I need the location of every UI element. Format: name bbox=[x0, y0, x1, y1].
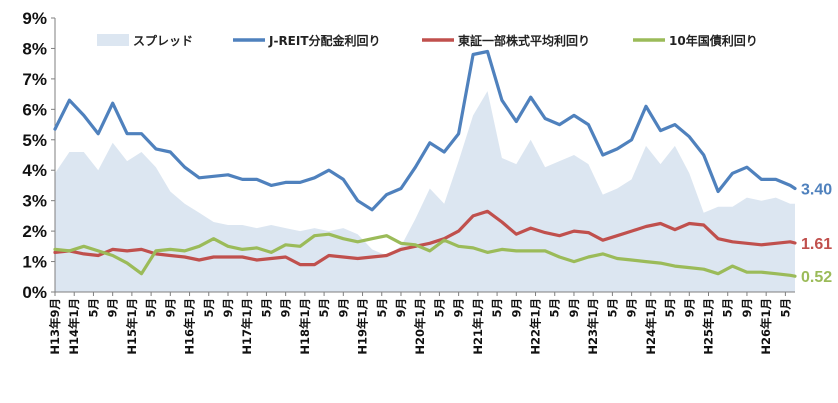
legend-swatch-spread bbox=[97, 34, 129, 46]
x-tick-label: 5月 bbox=[778, 298, 792, 318]
x-tick-label: H26年1月 bbox=[759, 298, 773, 355]
jreit-end-label: 3.40 bbox=[801, 181, 832, 198]
x-tick-label: 9月 bbox=[279, 298, 293, 318]
x-tick-label: 9月 bbox=[106, 298, 120, 318]
spread-area bbox=[55, 91, 795, 292]
end-value-labels: 3.40 1.61 0.52 bbox=[801, 181, 832, 286]
x-tick-label: 5月 bbox=[317, 298, 331, 318]
legend: スプレッド J-REIT分配金利回り 東証一部株式平均利回り 10年国債利回り bbox=[97, 33, 758, 48]
x-tick-label: H24年1月 bbox=[644, 298, 658, 355]
x-tick-labels: H13年9月 H14年1月 5月 9月 H15年1月 5月 9月 H16年1月 5月 9月 H17年… bbox=[48, 298, 792, 355]
y-tick-label: 6% bbox=[22, 100, 47, 119]
x-tick-label: 5月 bbox=[663, 298, 677, 318]
x-tick-label: 9月 bbox=[221, 298, 235, 318]
x-tick-label: H18年1月 bbox=[298, 298, 312, 355]
y-tick-label: 2% bbox=[22, 222, 47, 241]
y-tick-label: 1% bbox=[22, 253, 47, 272]
x-tick-label: H14年1月 bbox=[67, 298, 81, 355]
x-tick-label: 5月 bbox=[432, 298, 446, 318]
x-tick-label: 5月 bbox=[605, 298, 619, 318]
x-tick-label: H17年1月 bbox=[240, 298, 254, 355]
y-tick-label: 9% bbox=[22, 9, 47, 28]
x-tick-label: 9月 bbox=[163, 298, 177, 318]
x-tick-label: 9月 bbox=[682, 298, 696, 318]
x-tick-label: H25年1月 bbox=[702, 298, 716, 355]
x-tick-label: 5月 bbox=[721, 298, 735, 318]
x-tick-label: H23年1月 bbox=[586, 298, 600, 355]
bond-end-label: 0.52 bbox=[801, 269, 832, 286]
x-tick-label: H19年1月 bbox=[356, 298, 370, 355]
stock-line bbox=[53, 209, 797, 267]
x-tick-label: 9月 bbox=[625, 298, 639, 318]
x-tick-label: H22年1月 bbox=[529, 298, 543, 355]
x-tick-label: H21年1月 bbox=[471, 298, 485, 355]
x-tick-label: 9月 bbox=[509, 298, 523, 318]
spread-area-layer bbox=[55, 91, 795, 292]
y-tick-label: 0% bbox=[22, 283, 47, 302]
y-tick-label: 3% bbox=[22, 192, 47, 211]
y-tick-label: 8% bbox=[22, 39, 47, 58]
axis-layer bbox=[51, 17, 795, 296]
jreit-line bbox=[53, 49, 797, 212]
x-tick-label: H13年9月 bbox=[48, 298, 62, 355]
x-tick-label: 9月 bbox=[394, 298, 408, 318]
x-tick-label: 5月 bbox=[202, 298, 216, 318]
bond-line bbox=[53, 232, 797, 278]
x-tick-label: 5月 bbox=[490, 298, 504, 318]
legend-label-spread: スプレッド bbox=[133, 33, 193, 48]
x-tick-label: 9月 bbox=[567, 298, 581, 318]
y-tick-label: 7% bbox=[22, 70, 47, 89]
legend-label-bond: 10年国債利回り bbox=[669, 33, 758, 48]
legend-label-jreit: J-REIT分配金利回り bbox=[268, 33, 381, 48]
x-tick-label: 5月 bbox=[259, 298, 273, 318]
x-tick-label: 5月 bbox=[375, 298, 389, 318]
y-tick-labels: 0% 1% 2% 3% 4% 5% 6% 7% 8% 9% bbox=[22, 9, 47, 302]
legend-label-stock: 東証一部株式平均利回り bbox=[458, 33, 590, 48]
x-tick-label: 5月 bbox=[86, 298, 100, 318]
x-tick-label: H16年1月 bbox=[183, 298, 197, 355]
y-tick-label: 5% bbox=[22, 131, 47, 150]
x-tick-label: 9月 bbox=[452, 298, 466, 318]
x-tick-label: H20年1月 bbox=[413, 298, 427, 355]
yield-lines-layer bbox=[53, 49, 797, 278]
x-tick-label: 5月 bbox=[144, 298, 158, 318]
stock-end-label: 1.61 bbox=[801, 236, 832, 253]
x-tick-label: 5月 bbox=[548, 298, 562, 318]
x-tick-label: H15年1月 bbox=[125, 298, 139, 355]
y-tick-label: 4% bbox=[22, 161, 47, 180]
x-tick-label: 9月 bbox=[740, 298, 754, 318]
x-tick-label: 9月 bbox=[336, 298, 350, 318]
